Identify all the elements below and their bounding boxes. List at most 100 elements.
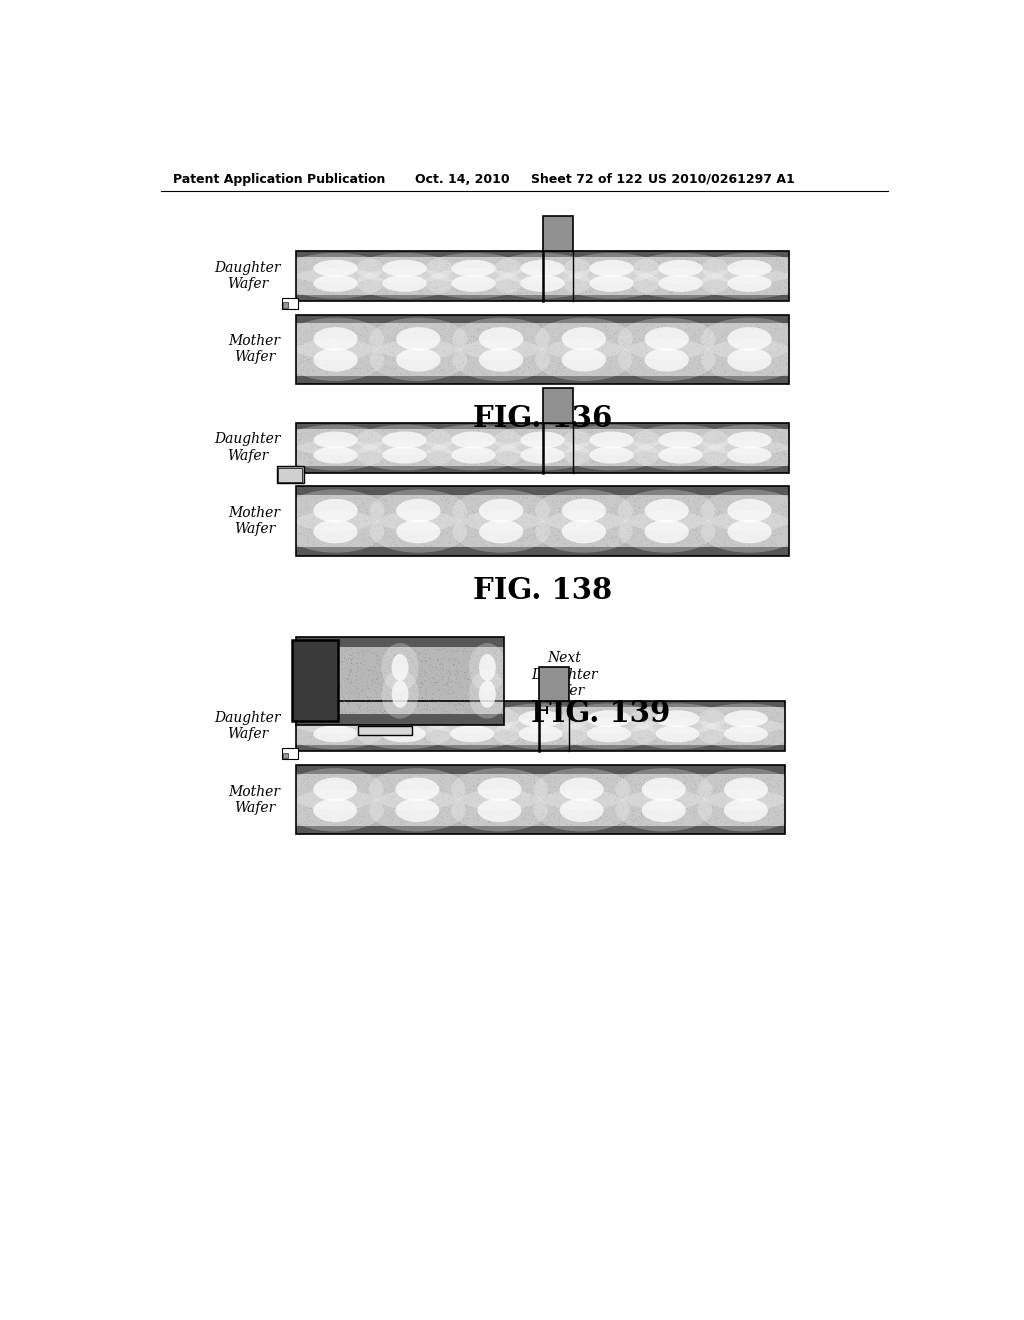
Point: [547, 327, 563, 348]
Point: [718, 323, 734, 345]
Point: [560, 796, 577, 817]
Point: [712, 698, 728, 719]
Point: [385, 656, 401, 677]
Point: [510, 706, 526, 727]
Point: [295, 351, 311, 372]
Point: [445, 498, 462, 519]
Point: [655, 492, 672, 513]
Point: [629, 705, 645, 726]
Point: [305, 685, 322, 706]
Point: [493, 718, 509, 739]
Point: [549, 507, 565, 528]
Point: [385, 432, 401, 453]
Point: [737, 719, 754, 741]
Point: [618, 351, 635, 372]
Point: [751, 318, 767, 339]
Point: [555, 772, 571, 793]
Point: [525, 350, 542, 371]
Point: [670, 796, 686, 817]
Point: [302, 329, 318, 350]
Point: [646, 793, 663, 814]
Point: [758, 281, 774, 302]
Point: [478, 323, 495, 345]
Point: [669, 426, 685, 447]
Point: [327, 681, 343, 702]
Point: [622, 529, 638, 550]
Point: [730, 422, 746, 444]
Point: [687, 442, 703, 463]
Point: [773, 433, 790, 454]
Point: [601, 729, 617, 750]
Point: [689, 434, 706, 455]
Point: [728, 333, 744, 354]
Point: [570, 429, 587, 450]
Point: [694, 516, 711, 537]
Point: [765, 730, 781, 751]
Point: [681, 803, 697, 824]
Point: [548, 420, 564, 441]
Point: [554, 333, 570, 354]
Point: [416, 535, 432, 556]
Point: [485, 533, 502, 554]
Point: [689, 725, 706, 746]
Point: [291, 429, 307, 450]
Point: [577, 323, 593, 345]
Point: [299, 321, 315, 342]
Point: [372, 326, 388, 347]
Point: [362, 673, 379, 694]
Point: [594, 788, 610, 809]
Point: [377, 661, 393, 682]
Point: [361, 799, 378, 820]
Point: [575, 496, 592, 517]
Point: [490, 804, 507, 825]
Point: [438, 252, 455, 273]
Point: [342, 363, 358, 384]
Point: [305, 512, 322, 533]
Point: [364, 701, 380, 722]
Point: [675, 269, 691, 290]
Point: [328, 257, 344, 279]
Point: [381, 656, 397, 677]
Point: [300, 251, 316, 272]
Point: [550, 776, 566, 797]
Point: [401, 719, 418, 741]
Point: [552, 345, 568, 366]
Point: [632, 350, 648, 371]
Point: [515, 440, 531, 461]
Point: [591, 346, 607, 367]
Point: [413, 500, 429, 521]
Point: [467, 776, 483, 797]
Point: [453, 358, 469, 379]
Point: [762, 768, 778, 789]
Point: [755, 808, 771, 829]
Point: [294, 718, 310, 739]
Point: [531, 524, 548, 545]
Point: [404, 701, 421, 722]
Point: [502, 730, 518, 751]
Point: [710, 330, 726, 351]
Point: [487, 428, 504, 449]
Point: [314, 717, 331, 738]
Point: [331, 702, 347, 723]
Point: [767, 524, 783, 545]
Point: [408, 804, 424, 825]
Point: [650, 252, 667, 273]
Point: [577, 710, 593, 731]
Point: [612, 531, 629, 552]
Point: [432, 648, 449, 669]
Point: [429, 803, 445, 824]
Point: [538, 429, 554, 450]
Point: [306, 329, 323, 350]
Point: [650, 275, 667, 296]
Point: [451, 256, 467, 277]
Point: [376, 490, 392, 511]
Point: [373, 450, 389, 471]
Point: [415, 253, 431, 275]
Point: [526, 723, 543, 744]
Point: [597, 317, 613, 338]
Point: [383, 267, 399, 288]
Point: [629, 338, 645, 359]
Point: [324, 698, 340, 719]
Point: [294, 768, 310, 789]
Point: [501, 430, 517, 451]
